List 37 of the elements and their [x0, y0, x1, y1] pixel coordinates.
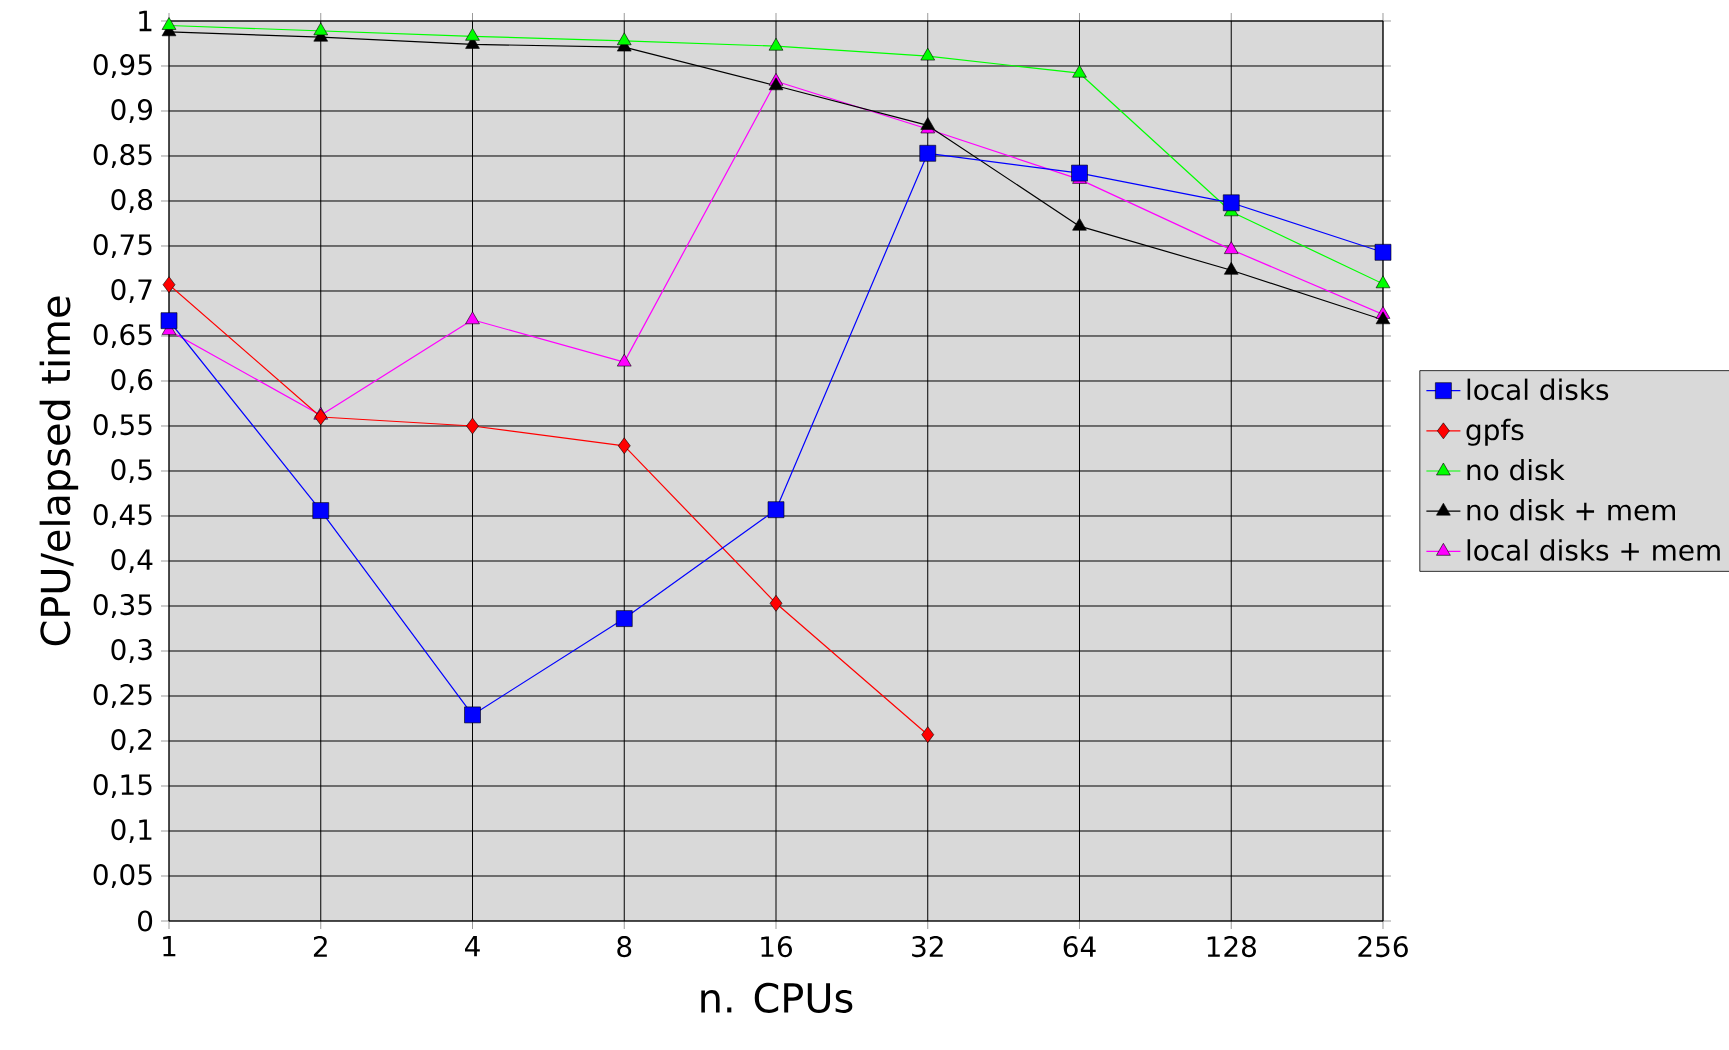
y-tick-label: 0,55: [93, 414, 152, 438]
x-tick-label: 256: [1358, 936, 1408, 958]
y-tick-label: 1: [139, 10, 152, 32]
y-tick-label: 0,15: [93, 774, 152, 798]
y-tick-label: 0,8: [111, 189, 153, 213]
legend-label: no disk + mem: [1467, 499, 1675, 521]
x-tick-label: 64: [1063, 936, 1096, 958]
x-tick-label: 128: [1207, 936, 1256, 958]
y-tick-label: 0,95: [93, 54, 152, 78]
x-tick-label: 32: [912, 936, 943, 958]
y-tick-label: 0: [138, 910, 153, 932]
x-tick-label: 4: [465, 936, 480, 957]
legend-label: local disks: [1467, 378, 1609, 401]
y-tick-label: 0,3: [111, 639, 152, 663]
y-tick-label: 0,45: [93, 504, 152, 528]
x-tick-label: 16: [761, 936, 792, 958]
y-tick-label: 0,35: [93, 594, 152, 618]
y-tick-label: 0,25: [93, 684, 152, 708]
legend-label: local disks + mem: [1467, 539, 1720, 561]
x-tick-label: 8: [617, 936, 632, 958]
y-tick-label: 0,85: [93, 144, 152, 168]
x-axis-title: n. CPUs: [701, 982, 853, 1013]
y-axis-title: CPU/elapsed time: [39, 296, 79, 646]
y-tick-label: 0,4: [111, 549, 153, 573]
y-tick-label: 0,7: [111, 279, 152, 303]
y-tick-label: 0,6: [111, 369, 153, 393]
y-tick-label: 0,05: [93, 864, 152, 888]
x-tick-label: 1: [163, 936, 176, 957]
legend-label: no disk: [1467, 458, 1565, 481]
y-tick-label: 0,75: [93, 234, 152, 258]
y-tick-label: 0,9: [111, 99, 152, 123]
legend-label: gpfs: [1466, 418, 1524, 446]
x-tick-label: 2: [313, 936, 327, 957]
y-tick-label: 0,5: [111, 459, 152, 483]
y-tick-label: 0,65: [93, 324, 152, 348]
y-tick-label: 0,1: [111, 819, 152, 843]
y-tick-label: 0,2: [111, 729, 152, 753]
